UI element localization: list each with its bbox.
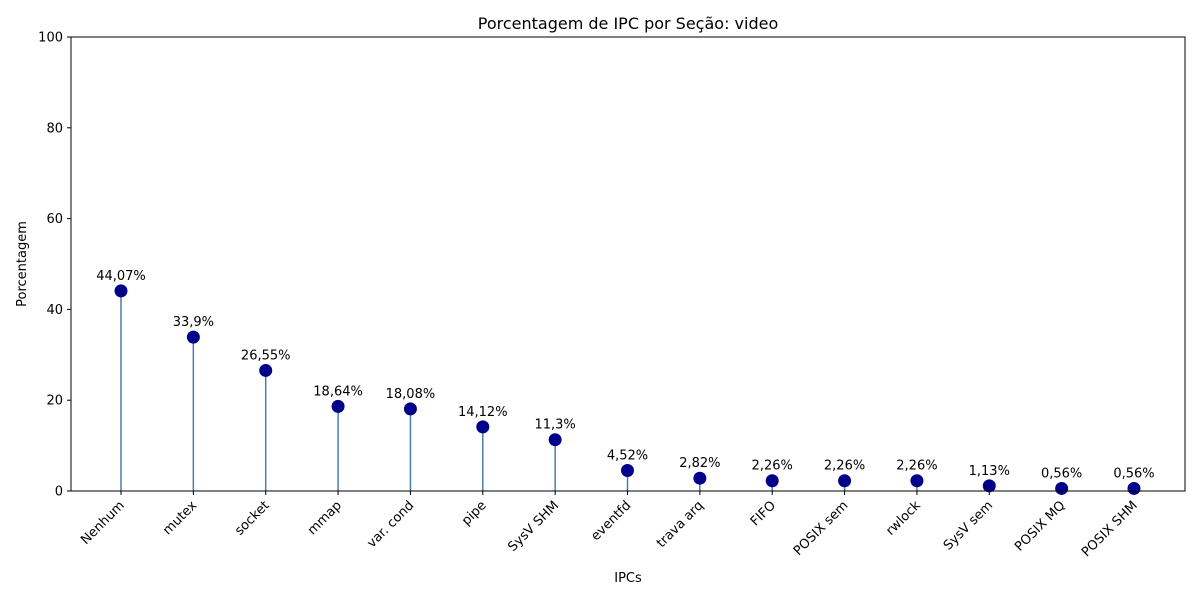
data-point	[114, 284, 128, 298]
x-axis-label: IPCs	[614, 571, 642, 586]
data-marks: 44,07% 33,9% 26,55% 18,64% 18,08% 14,12% 11,3%…	[96, 269, 1155, 495]
y-tick-label: 0	[55, 485, 63, 500]
data-point	[1127, 481, 1141, 495]
x-tick-label: SysV sem	[941, 498, 996, 553]
chart-title: Porcentagem de IPC por Seção: video	[478, 14, 779, 33]
data-point	[838, 474, 852, 488]
data-point	[548, 433, 562, 447]
data-point	[910, 474, 924, 488]
data-label: 44,07%	[96, 269, 146, 284]
data-label: 26,55%	[241, 348, 291, 363]
data-label: 33,9%	[173, 315, 214, 330]
x-tick-label: SysV SHM	[505, 498, 562, 555]
data-point	[186, 330, 200, 344]
plot-frame	[70, 36, 1186, 492]
y-tick-label: 100	[38, 31, 63, 46]
x-tick-label: trava arq	[654, 498, 707, 551]
x-tick-label: pipe	[459, 498, 489, 528]
data-label: 11,3%	[534, 418, 575, 433]
x-tick-label: rwlock	[883, 498, 924, 539]
x-axis: Nenhum mutex socket mmap var. cond pipe SysV S…	[78, 491, 1141, 560]
x-tick-label: POSIX sem	[791, 498, 852, 559]
data-label: 1,13%	[969, 464, 1010, 479]
y-tick-label: 40	[46, 303, 63, 318]
data-point	[693, 471, 707, 485]
data-label: 2,82%	[679, 456, 720, 471]
x-tick-label: FIFO	[748, 498, 779, 529]
x-tick-label: Nenhum	[78, 498, 128, 548]
data-label: 2,26%	[896, 459, 937, 474]
x-tick-label: socket	[232, 498, 272, 538]
data-label: 0,56%	[1113, 466, 1154, 481]
data-point	[403, 402, 417, 416]
data-label: 18,64%	[313, 384, 363, 399]
y-axis-label: Porcentagem	[15, 221, 30, 307]
data-point	[331, 399, 345, 413]
y-axis: 0 20 40 60 80 100	[38, 31, 71, 500]
data-point	[476, 420, 490, 434]
data-label: 2,26%	[752, 459, 793, 474]
y-tick-label: 80	[46, 121, 63, 136]
x-tick-label: POSIX SHM	[1079, 498, 1141, 560]
data-label: 18,08%	[386, 387, 436, 402]
data-label: 0,56%	[1041, 466, 1082, 481]
x-tick-label: mmap	[305, 498, 345, 538]
data-point	[621, 463, 634, 477]
x-tick-label: mutex	[160, 498, 200, 538]
y-tick-label: 20	[46, 394, 63, 409]
data-point	[765, 474, 779, 488]
x-tick-label: eventfd	[588, 498, 634, 544]
data-point	[259, 363, 273, 377]
data-label: 2,26%	[824, 459, 865, 474]
data-label: 14,12%	[458, 405, 508, 420]
x-tick-label: var. cond	[364, 498, 417, 551]
y-tick-label: 60	[46, 212, 63, 227]
data-label: 4,52%	[607, 448, 648, 463]
x-tick-label: POSIX MQ	[1012, 498, 1068, 554]
data-point	[982, 479, 996, 493]
data-point	[1055, 481, 1069, 495]
